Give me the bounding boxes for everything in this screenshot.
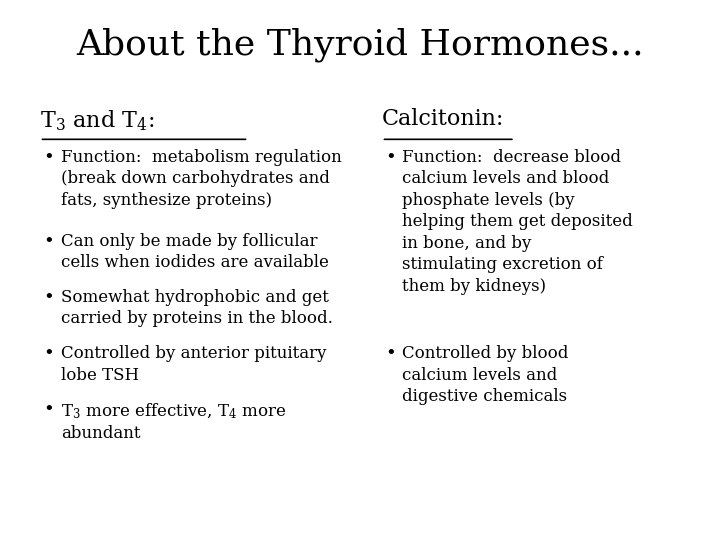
- Text: $\mathdefault{T_3}$ more effective, $\mathdefault{T_4}$ more
abundant: $\mathdefault{T_3}$ more effective, $\ma…: [61, 401, 287, 442]
- Text: •: •: [43, 401, 54, 419]
- Text: Can only be made by follicular
cells when iodides are available: Can only be made by follicular cells whe…: [61, 233, 329, 271]
- Text: Function:  decrease blood
calcium levels and blood
phosphate levels (by
helping : Function: decrease blood calcium levels …: [402, 148, 632, 295]
- Text: About the Thyroid Hormones...: About the Thyroid Hormones...: [76, 27, 644, 62]
- Text: Controlled by blood
calcium levels and
digestive chemicals: Controlled by blood calcium levels and d…: [402, 345, 568, 405]
- Text: •: •: [385, 345, 396, 363]
- Text: •: •: [43, 233, 54, 251]
- Text: $\mathdefault{T_3}$ and $\mathdefault{T_4}$:: $\mathdefault{T_3}$ and $\mathdefault{T_…: [40, 108, 154, 133]
- Text: •: •: [385, 148, 396, 166]
- Text: Function:  metabolism regulation
(break down carbohydrates and
fats, synthesize : Function: metabolism regulation (break d…: [61, 148, 342, 208]
- Text: Controlled by anterior pituitary
lobe TSH: Controlled by anterior pituitary lobe TS…: [61, 345, 327, 383]
- Text: Somewhat hydrophobic and get
carried by proteins in the blood.: Somewhat hydrophobic and get carried by …: [61, 289, 333, 327]
- Text: •: •: [43, 345, 54, 363]
- Text: •: •: [43, 148, 54, 166]
- Text: Calcitonin:: Calcitonin:: [382, 108, 504, 130]
- Text: •: •: [43, 289, 54, 307]
